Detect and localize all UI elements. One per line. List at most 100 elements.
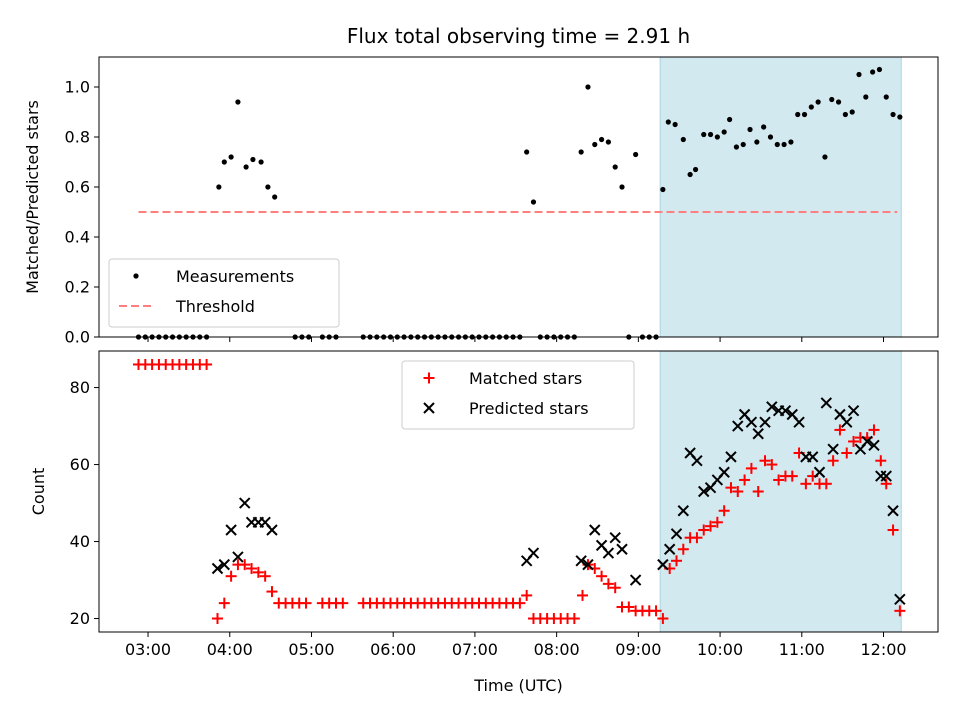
- legend-box: [401, 360, 635, 430]
- predicted-stars-point: [609, 531, 621, 544]
- measurements-point: [714, 134, 720, 140]
- predicted-stars-point: [887, 505, 899, 517]
- measurements-point: [788, 139, 794, 145]
- matched-stars-point: [246, 562, 258, 574]
- matched-stars-point: [875, 455, 887, 467]
- predicted-stars-point: [793, 416, 805, 428]
- x-axis-label: Time (UTC): [473, 676, 562, 695]
- matched-stars-point: [841, 447, 853, 459]
- predicted-stars-point: [766, 401, 778, 413]
- predicted-stars-point: [691, 454, 703, 467]
- legend-predicted-stars-swatch: [423, 402, 435, 414]
- measurements-point: [863, 94, 869, 100]
- predicted-stars-point: [820, 397, 833, 409]
- measurements-point: [578, 149, 584, 155]
- measurements-point: [761, 124, 767, 130]
- x-tick-label: 10:00: [697, 640, 743, 659]
- measurements-point: [221, 159, 227, 165]
- measurements-point: [687, 171, 693, 178]
- predicted-stars-point: [211, 562, 224, 575]
- measurements-point: [721, 129, 727, 135]
- x-tick-label: 06:00: [370, 640, 416, 659]
- matched-stars-point: [568, 613, 580, 625]
- top-x-ticks: [147, 337, 885, 342]
- measurements-point: [524, 149, 530, 155]
- predicted-stars-point: [752, 428, 764, 440]
- matched-stars-point: [834, 424, 846, 436]
- measurements-point: [747, 126, 753, 133]
- y-tick-label: 0.4: [65, 228, 90, 247]
- predicted-stars-point: [670, 528, 683, 540]
- matched-stars-point: [766, 459, 778, 471]
- measurements-point: [660, 186, 666, 193]
- bottom-y-axis-label: Count: [29, 468, 48, 516]
- predicted-stars-point: [698, 485, 710, 498]
- predicted-stars-point: [657, 558, 669, 571]
- predicted-stars-point: [225, 524, 237, 536]
- predicted-stars-point: [239, 497, 251, 509]
- matched-stars-point: [880, 478, 892, 490]
- matched-stars-point: [718, 505, 730, 517]
- measurements-point: [228, 154, 234, 160]
- legend-measurements-swatch: [133, 273, 139, 279]
- matched-stars-point: [820, 478, 832, 490]
- measurements-point: [890, 111, 896, 118]
- measurements-point: [243, 164, 249, 170]
- y-tick-label: 20: [70, 609, 90, 628]
- measurements-point: [272, 194, 278, 200]
- matched-stars-point: [752, 486, 764, 497]
- legend-label: Threshold: [175, 297, 255, 316]
- y-tick-label: 80: [70, 378, 90, 397]
- predicted-stars-point: [813, 466, 826, 478]
- predicted-stars-point: [629, 574, 642, 586]
- matched-stars-point: [848, 435, 860, 447]
- y-tick-label: 0.8: [65, 128, 90, 147]
- matched-stars-point: [218, 597, 230, 609]
- matched-stars-point: [698, 524, 710, 536]
- measurements-point: [585, 84, 591, 90]
- legend-box: [108, 258, 340, 328]
- matched-stars-point: [705, 520, 717, 532]
- x-tick-label: 12:00: [860, 640, 906, 659]
- matched-stars-point: [745, 462, 757, 474]
- y-tick-label: 60: [70, 455, 90, 474]
- matched-stars-point: [577, 589, 589, 601]
- x-tick-label: 05:00: [288, 640, 334, 659]
- matched-stars-point: [252, 566, 264, 578]
- measurements-point: [801, 111, 808, 118]
- matched-stars-point: [732, 486, 744, 497]
- measurements-point: [250, 156, 256, 163]
- matched-stars-point: [759, 455, 771, 467]
- matched-stars-point: [201, 358, 213, 370]
- matched-stars-point: [514, 597, 526, 609]
- chart-title: Flux total observing time = 2.91 h: [347, 24, 690, 48]
- matched-stars-point: [894, 605, 906, 617]
- bottom-x-ticks: 03:00 04:00 05:00 06:00 07:00 08:00 09:00 10:00…: [125, 632, 907, 659]
- predicted-stars-point: [663, 543, 676, 555]
- predicted-stars-point: [575, 555, 587, 567]
- measurements-point: [619, 184, 625, 190]
- top-y-axis-label: Matched/Predicted stars: [23, 100, 42, 294]
- predicted-stars-point: [861, 435, 873, 448]
- measurements-point: [598, 136, 605, 143]
- matched-stars-point: [211, 613, 223, 625]
- predicted-stars-point: [745, 416, 758, 428]
- bottom-panel-frame: [98, 350, 939, 633]
- matched-stars-point: [677, 543, 689, 555]
- measurements-point: [870, 69, 876, 75]
- predicted-stars-point: [527, 547, 540, 559]
- measurements-point: [633, 151, 639, 158]
- matched-stars-point: [657, 613, 669, 625]
- measurements-point: [842, 111, 848, 118]
- measurements-point: [856, 71, 862, 78]
- predicted-stars-point: [868, 439, 880, 452]
- matched-stars-point: [711, 516, 723, 528]
- predicted-stars-point: [732, 420, 744, 432]
- x-tick-label: 09:00: [615, 640, 661, 659]
- measurements-point: [672, 121, 678, 128]
- measurements-point: [612, 164, 618, 170]
- measurements-point: [795, 111, 801, 118]
- predicted-stars-point: [616, 543, 628, 555]
